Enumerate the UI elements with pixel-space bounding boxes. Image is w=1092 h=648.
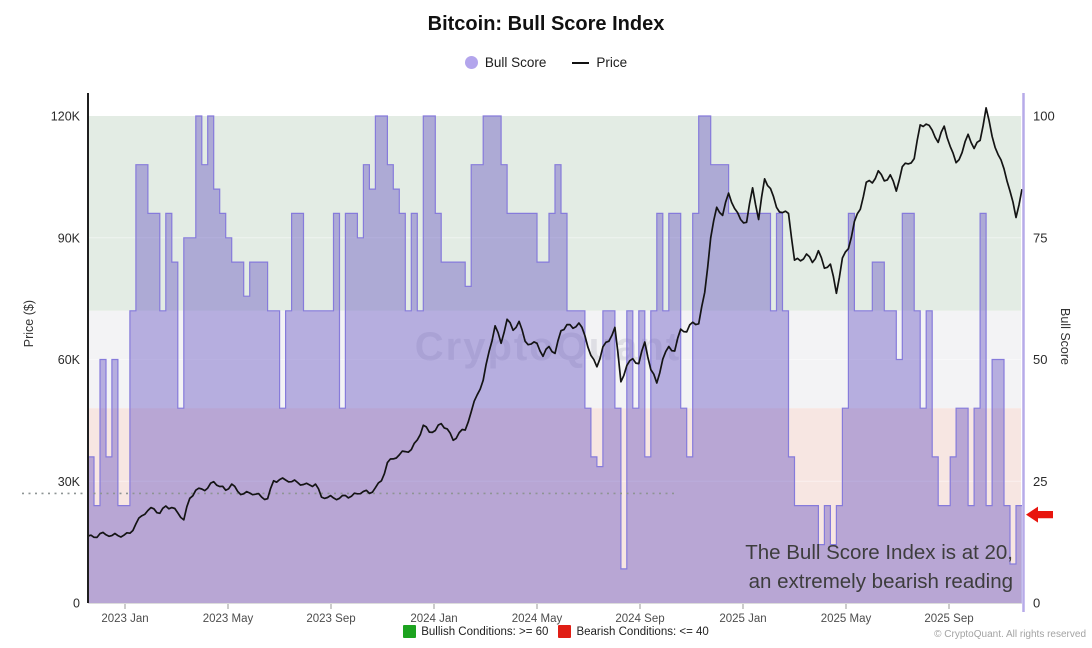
band-neutral bbox=[89, 310, 1021, 409]
chart-title: Bitcoin: Bull Score Index bbox=[427, 13, 665, 35]
x-axis-tick-label: 2025 Jan bbox=[719, 613, 766, 625]
price-line-icon bbox=[572, 61, 590, 64]
bearish-annotation: The Bull Score Index is at 20, an extrem… bbox=[745, 538, 1013, 596]
x-axis-tick-label: 2023 Sep bbox=[306, 613, 355, 625]
annotation-line-1: The Bull Score Index is at 20, bbox=[745, 541, 1013, 564]
right-axis-tick-label: 0 bbox=[1033, 596, 1040, 611]
bearish-conditions-item: Bearish Conditions: <= 40 bbox=[558, 625, 709, 638]
bearish-conditions-label: Bearish Conditions: <= 40 bbox=[576, 625, 709, 638]
chart-legend: Bull Score Price bbox=[0, 55, 1092, 70]
x-axis-tick-label: 2023 Jan bbox=[101, 613, 148, 625]
current-value-arrow-icon bbox=[1026, 506, 1053, 523]
x-axis-tick-label: 2024 Sep bbox=[615, 613, 664, 625]
copyright-notice: © CryptoQuant. All rights reserved bbox=[934, 629, 1086, 640]
x-axis-tick-label: 2024 Jan bbox=[410, 613, 457, 625]
bullish-swatch-icon bbox=[403, 625, 417, 638]
x-axis-tick-label: 2024 May bbox=[512, 613, 563, 625]
conditions-legend: Bullish Conditions: >= 60 Bearish Condit… bbox=[0, 625, 1092, 638]
price-line bbox=[87, 107, 1023, 539]
left-axis-tick-label: 120K bbox=[51, 110, 81, 124]
legend-item-bull-score[interactable]: Bull Score bbox=[464, 55, 547, 70]
left-axis-tick-label: 60K bbox=[58, 353, 81, 367]
annotation-line-2: an extremely bearish reading bbox=[748, 570, 1013, 593]
legend-bull-score-label: Bull Score bbox=[484, 55, 547, 70]
band-bearish bbox=[89, 408, 1021, 603]
x-axis-tick-label: 2025 May bbox=[821, 613, 872, 625]
bearish-swatch-icon bbox=[558, 625, 572, 638]
left-axis-title: Price ($) bbox=[22, 300, 36, 348]
bullish-conditions-label: Bullish Conditions: >= 60 bbox=[421, 625, 549, 638]
legend-item-price[interactable]: Price bbox=[572, 55, 627, 70]
legend-price-label: Price bbox=[596, 55, 628, 70]
right-axis-tick-label: 50 bbox=[1033, 352, 1047, 367]
bull-score-area-edge bbox=[88, 115, 1022, 570]
x-axis-tick-label: 2023 May bbox=[203, 613, 254, 625]
right-axis-tick-label: 100 bbox=[1033, 109, 1055, 124]
bull-score-dot-icon bbox=[464, 56, 478, 69]
bullish-conditions-item: Bullish Conditions: >= 60 bbox=[403, 625, 548, 638]
bull-score-area bbox=[88, 116, 1022, 603]
right-axis-tick-label: 75 bbox=[1033, 230, 1047, 245]
left-axis-tick-label: 90K bbox=[58, 231, 81, 245]
right-axis-tick-label: 25 bbox=[1033, 474, 1047, 489]
right-axis-title: Bull Score bbox=[1058, 308, 1072, 365]
left-axis-tick-label: 30K bbox=[58, 475, 81, 489]
left-axis-tick-label: 0 bbox=[73, 597, 80, 611]
x-axis-tick-label: 2025 Sep bbox=[924, 613, 973, 625]
